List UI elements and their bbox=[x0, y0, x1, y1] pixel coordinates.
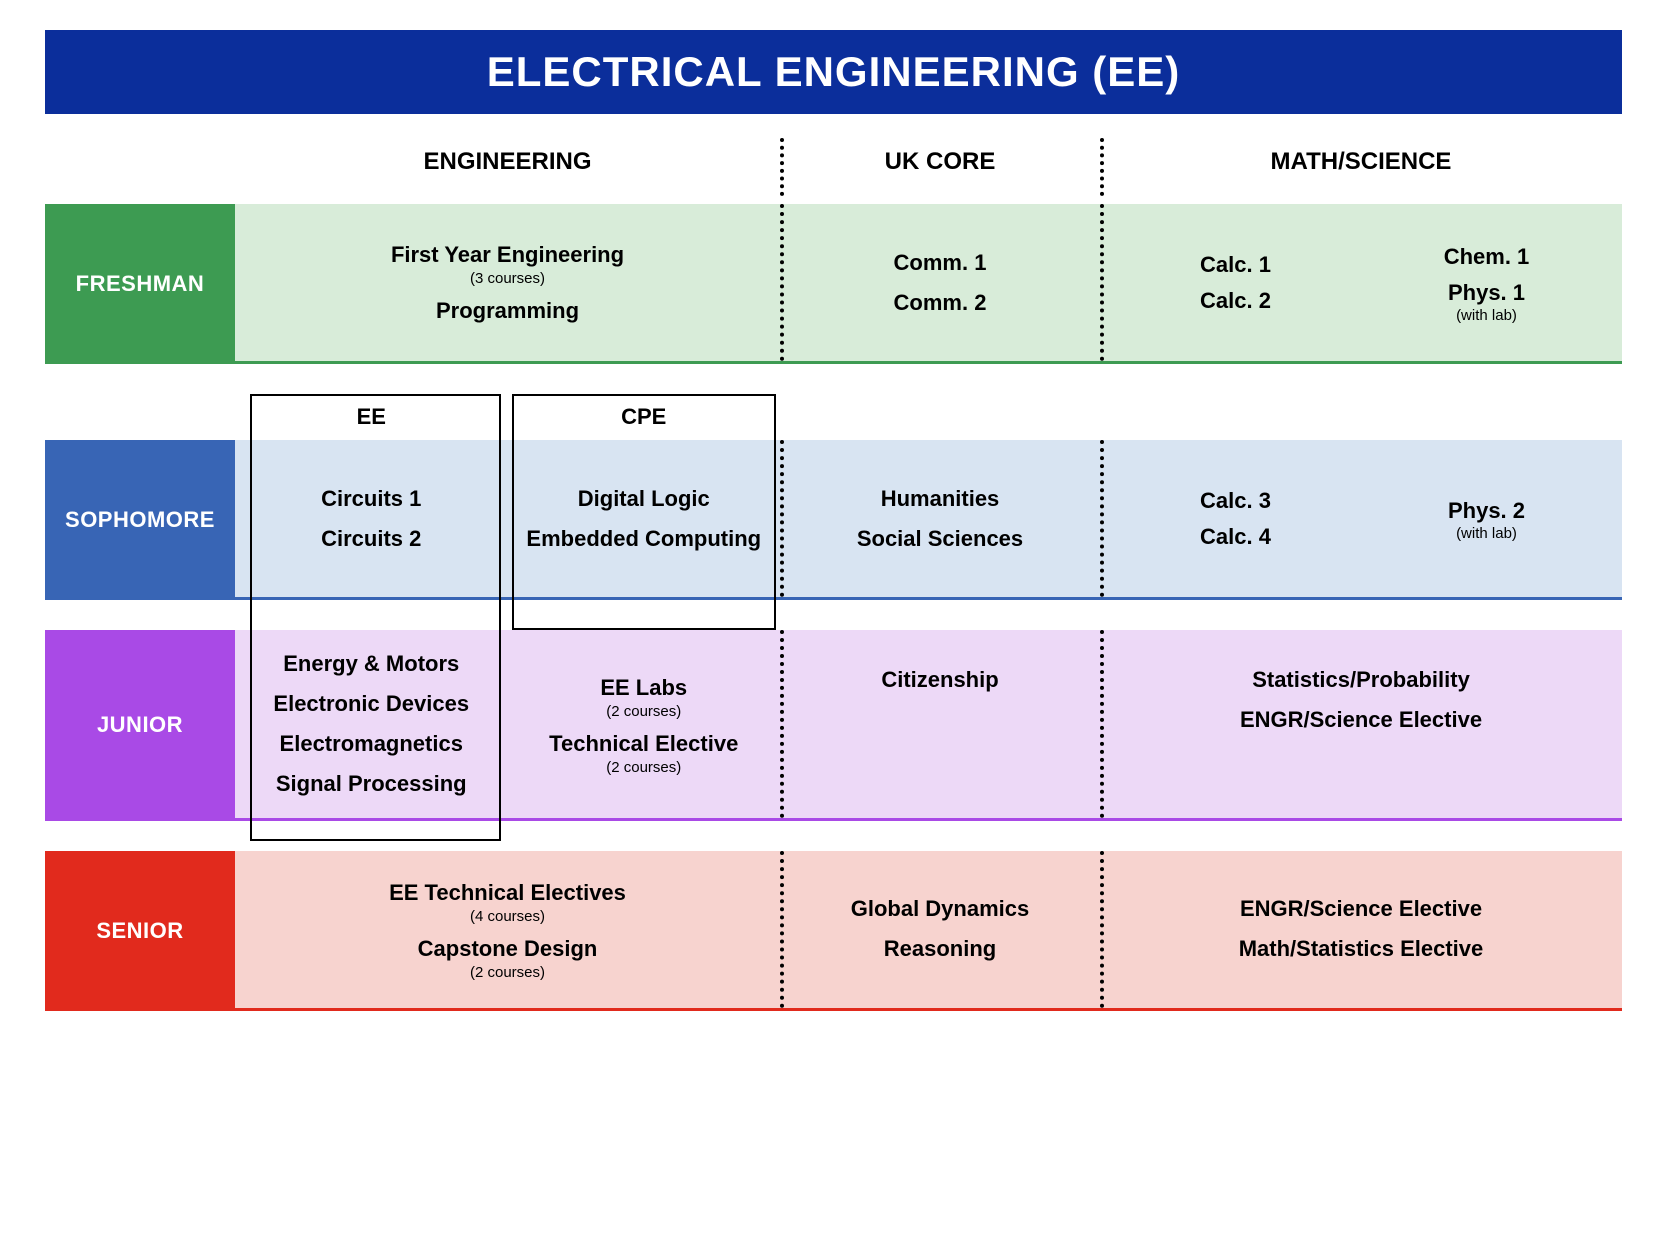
course-title: Signal Processing bbox=[276, 768, 467, 800]
course-sub: (4 courses) bbox=[389, 908, 626, 925]
course-sub: (3 courses) bbox=[391, 270, 624, 287]
course-sub: (2 courses) bbox=[418, 964, 598, 981]
course-sub: (with lab) bbox=[1448, 525, 1525, 542]
subcol-cpe: CPE bbox=[508, 394, 781, 444]
course-title: Math/Statistics Elective bbox=[1239, 933, 1484, 965]
sophomore-engineering-cell: Circuits 1 Circuits 2 Digital Logic Embe… bbox=[235, 440, 780, 597]
senior-engineering-cell: EE Technical Electives (4 courses) Capst… bbox=[235, 851, 780, 1008]
course-title: EE Labs bbox=[600, 672, 687, 704]
divider-1 bbox=[780, 204, 784, 361]
year-label-junior: JUNIOR bbox=[45, 630, 235, 821]
divider-1 bbox=[780, 138, 784, 196]
junior-ukcore-cell: Citizenship bbox=[780, 630, 1100, 818]
divider-2 bbox=[1100, 851, 1104, 1008]
senior-ukcore-cell: Global Dynamics Reasoning bbox=[780, 851, 1100, 1008]
col-header-uk-core: UK CORE bbox=[780, 138, 1100, 196]
column-headers: ENGINEERING UK CORE MATH/SCIENCE bbox=[45, 138, 1622, 196]
course-title: Reasoning bbox=[884, 933, 996, 965]
divider-2 bbox=[1100, 440, 1104, 597]
course-title: Phys. 1 bbox=[1444, 277, 1530, 309]
year-body-freshman: First Year Engineering (3 courses) Progr… bbox=[235, 204, 1622, 364]
course-title: Social Sciences bbox=[857, 523, 1023, 555]
course-sub: (with lab) bbox=[1444, 307, 1530, 324]
year-row-senior: SENIOR EE Technical Electives (4 courses… bbox=[45, 851, 1622, 1011]
course-title: Comm. 2 bbox=[894, 287, 987, 319]
course-title: Energy & Motors bbox=[283, 648, 459, 680]
year-body-senior: EE Technical Electives (4 courses) Capst… bbox=[235, 851, 1622, 1011]
course-title: Citizenship bbox=[881, 664, 998, 696]
course-title: Calc. 3 bbox=[1200, 485, 1271, 517]
ee-cpe-headers: EE CPE bbox=[45, 394, 1622, 444]
divider-1 bbox=[780, 851, 784, 1008]
sophomore-math-cell: Calc. 3 Calc. 4 Phys. 2 (with lab) bbox=[1100, 440, 1622, 597]
course-title: Calc. 2 bbox=[1200, 285, 1271, 317]
divider-1 bbox=[780, 440, 784, 597]
course-title: Technical Elective bbox=[549, 728, 738, 760]
year-row-junior: JUNIOR Energy & Motors Electronic Device… bbox=[45, 630, 1622, 821]
divider-1 bbox=[780, 630, 784, 818]
course-title: Digital Logic bbox=[578, 483, 710, 515]
course-title: Circuits 2 bbox=[321, 523, 421, 555]
course-title: Calc. 4 bbox=[1200, 521, 1271, 553]
program-title: ELECTRICAL ENGINEERING (EE) bbox=[45, 30, 1622, 114]
freshman-math-cell: Calc. 1 Calc. 2 Chem. 1 Phys. 1 (with la… bbox=[1100, 204, 1622, 361]
course-title: Statistics/Probability bbox=[1252, 664, 1470, 696]
course-title: Humanities bbox=[881, 483, 1000, 515]
divider-2 bbox=[1100, 204, 1104, 361]
course-title: ENGR/Science Elective bbox=[1240, 893, 1482, 925]
course-sub: (2 courses) bbox=[549, 759, 738, 776]
year-body-sophomore: Circuits 1 Circuits 2 Digital Logic Embe… bbox=[235, 440, 1622, 600]
sophomore-ukcore-cell: Humanities Social Sciences bbox=[780, 440, 1100, 597]
course-title: Comm. 1 bbox=[894, 247, 987, 279]
year-row-freshman: FRESHMAN First Year Engineering (3 cours… bbox=[45, 204, 1622, 364]
divider-2 bbox=[1100, 630, 1104, 818]
course-title: Chem. 1 bbox=[1444, 241, 1530, 273]
freshman-ukcore-cell: Comm. 1 Comm. 2 bbox=[780, 204, 1100, 361]
course-title: First Year Engineering bbox=[391, 239, 624, 271]
subcol-ee: EE bbox=[235, 394, 508, 444]
course-title: Calc. 1 bbox=[1200, 249, 1271, 281]
course-title: ENGR/Science Elective bbox=[1240, 704, 1482, 736]
course-title: Electronic Devices bbox=[273, 688, 469, 720]
course-title: Capstone Design bbox=[418, 933, 598, 965]
junior-engineering-cell: Energy & Motors Electronic Devices Elect… bbox=[235, 630, 780, 818]
course-title: Embedded Computing bbox=[526, 523, 761, 555]
course-title: Circuits 1 bbox=[321, 483, 421, 515]
year-label-freshman: FRESHMAN bbox=[45, 204, 235, 364]
col-header-engineering: ENGINEERING bbox=[235, 138, 780, 196]
course-title: Phys. 2 bbox=[1448, 495, 1525, 527]
course-sub: (2 courses) bbox=[600, 703, 687, 720]
junior-math-cell: Statistics/Probability ENGR/Science Elec… bbox=[1100, 630, 1622, 818]
course-title: Global Dynamics bbox=[851, 893, 1030, 925]
year-label-senior: SENIOR bbox=[45, 851, 235, 1011]
course: First Year Engineering (3 courses) bbox=[391, 239, 624, 287]
course-title: EE Technical Electives bbox=[389, 877, 626, 909]
course: Programming bbox=[436, 295, 579, 327]
year-row-sophomore: SOPHOMORE Circuits 1 Circuits 2 Digital … bbox=[45, 440, 1622, 600]
course-title: Programming bbox=[436, 295, 579, 327]
year-label-sophomore: SOPHOMORE bbox=[45, 440, 235, 600]
divider-2 bbox=[1100, 138, 1104, 196]
senior-math-cell: ENGR/Science Elective Math/Statistics El… bbox=[1100, 851, 1622, 1008]
year-body-junior: Energy & Motors Electronic Devices Elect… bbox=[235, 630, 1622, 821]
course-title: Electromagnetics bbox=[280, 728, 463, 760]
col-header-math-science: MATH/SCIENCE bbox=[1100, 138, 1622, 196]
freshman-engineering-cell: First Year Engineering (3 courses) Progr… bbox=[235, 204, 780, 361]
